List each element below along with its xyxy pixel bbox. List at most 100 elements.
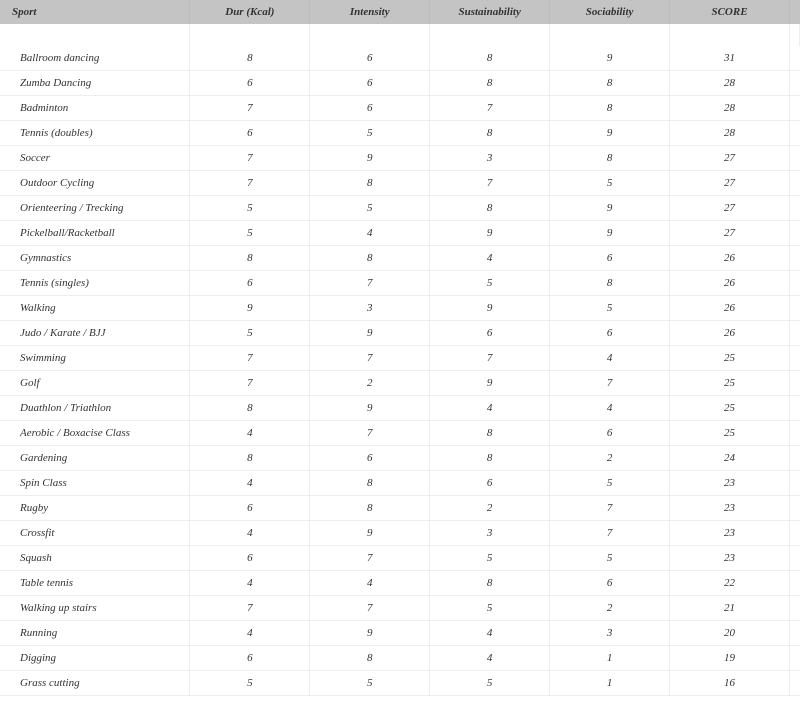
cell-score: 27: [670, 171, 790, 196]
cell-sociability: 6: [550, 321, 670, 346]
table-body: Ballroom dancing868931Zumba Dancing66882…: [0, 24, 800, 696]
cell-sustainability: 5: [430, 671, 550, 696]
cell-sociability: 9: [550, 121, 670, 146]
cell-sport: Badminton: [0, 96, 190, 121]
cell-sustainability: 8: [430, 46, 550, 71]
cell-sport: Tennis (singles): [0, 271, 190, 296]
cell-dur: 7: [190, 171, 310, 196]
column-header-sustainability: Sustainability: [430, 0, 550, 24]
cell-sociability: 5: [550, 296, 670, 321]
cell-tail: [789, 271, 799, 296]
cell-sport: Digging: [0, 646, 190, 671]
cell-score: 26: [670, 271, 790, 296]
table-row: Grass cutting555116: [0, 671, 800, 696]
cell-sport: Gardening: [0, 446, 190, 471]
sports-score-table: Sport Dur (Kcal) Intensity Sustainabilit…: [0, 0, 800, 696]
cell-sport: Table tennis: [0, 571, 190, 596]
cell-tail: [789, 521, 799, 546]
cell-sport: Soccer: [0, 146, 190, 171]
table-row: Gymnastics884626: [0, 246, 800, 271]
cell-score: 25: [670, 396, 790, 421]
table-header-row: Sport Dur (Kcal) Intensity Sustainabilit…: [0, 0, 800, 24]
cell-tail: [789, 171, 799, 196]
cell-tail: [789, 346, 799, 371]
cell-sustainability: 7: [430, 96, 550, 121]
table-row: Squash675523: [0, 546, 800, 571]
cell-intensity: 6: [310, 446, 430, 471]
cell-dur: 8: [190, 446, 310, 471]
cell-tail: [789, 621, 799, 646]
cell-sustainability: 4: [430, 621, 550, 646]
cell-sociability: 6: [550, 571, 670, 596]
cell-intensity: 8: [310, 496, 430, 521]
cell-sustainability: 5: [430, 596, 550, 621]
cell-score: 31: [670, 46, 790, 71]
cell-sustainability: 8: [430, 571, 550, 596]
cell-sport: Walking: [0, 296, 190, 321]
cell-sociability: 7: [550, 496, 670, 521]
table-row: Golf729725: [0, 371, 800, 396]
cell-intensity: 5: [310, 121, 430, 146]
cell-score: 28: [670, 71, 790, 96]
cell-tail: [789, 121, 799, 146]
cell-tail: [789, 596, 799, 621]
cell-sociability: 8: [550, 271, 670, 296]
cell-sustainability: 9: [430, 296, 550, 321]
cell-sociability: 2: [550, 446, 670, 471]
cell-sustainability: 8: [430, 421, 550, 446]
cell-sustainability: 6: [430, 471, 550, 496]
cell-sustainability: 7: [430, 171, 550, 196]
cell-score: 16: [670, 671, 790, 696]
cell-score: 26: [670, 296, 790, 321]
cell-sustainability: 9: [430, 371, 550, 396]
cell-sport: Golf: [0, 371, 190, 396]
table-row: Tennis (singles)675826: [0, 271, 800, 296]
cell-sport: Ballroom dancing: [0, 46, 190, 71]
cell-sport: Duathlon / Triathlon: [0, 396, 190, 421]
table-row: Swimming777425: [0, 346, 800, 371]
cell-score: 23: [670, 496, 790, 521]
table-row: Zumba Dancing668828: [0, 71, 800, 96]
cell-tail: [789, 71, 799, 96]
cell-intensity: 4: [310, 571, 430, 596]
table-row: Digging684119: [0, 646, 800, 671]
table-row: Duathlon / Triathlon894425: [0, 396, 800, 421]
cell-sociability: 8: [550, 96, 670, 121]
cell-sport: Aerobic / Boxacise Class: [0, 421, 190, 446]
cell-score: 21: [670, 596, 790, 621]
cell-dur: 7: [190, 96, 310, 121]
column-header-dur: Dur (Kcal): [190, 0, 310, 24]
cell-sociability: 6: [550, 246, 670, 271]
cell-sustainability: 5: [430, 546, 550, 571]
cell-dur: 6: [190, 646, 310, 671]
cell-sport: Judo / Karate / BJJ: [0, 321, 190, 346]
cell-sociability: 5: [550, 171, 670, 196]
table-row: Spin Class486523: [0, 471, 800, 496]
cell-tail: [789, 321, 799, 346]
cell-dur: 7: [190, 371, 310, 396]
cell-sustainability: 3: [430, 146, 550, 171]
cell-tail: [789, 396, 799, 421]
cell-tail: [789, 421, 799, 446]
cell-tail: [789, 646, 799, 671]
cell-dur: 6: [190, 71, 310, 96]
cell-intensity: 5: [310, 196, 430, 221]
table-row: Pickelball/Racketball549927: [0, 221, 800, 246]
cell-sociability: 1: [550, 671, 670, 696]
cell-intensity: 9: [310, 621, 430, 646]
cell-sustainability: 7: [430, 346, 550, 371]
cell-score: 28: [670, 121, 790, 146]
table-row: Running494320: [0, 621, 800, 646]
cell-sport: Walking up stairs: [0, 596, 190, 621]
cell-sustainability: 9: [430, 221, 550, 246]
cell-dur: 8: [190, 246, 310, 271]
cell-dur: 4: [190, 421, 310, 446]
cell-tail: [789, 46, 799, 71]
cell-sociability: 6: [550, 421, 670, 446]
cell-intensity: 6: [310, 46, 430, 71]
column-header-sociability: Sociability: [550, 0, 670, 24]
table-row: Judo / Karate / BJJ596626: [0, 321, 800, 346]
cell-sustainability: 8: [430, 196, 550, 221]
cell-score: 27: [670, 146, 790, 171]
cell-intensity: 6: [310, 96, 430, 121]
